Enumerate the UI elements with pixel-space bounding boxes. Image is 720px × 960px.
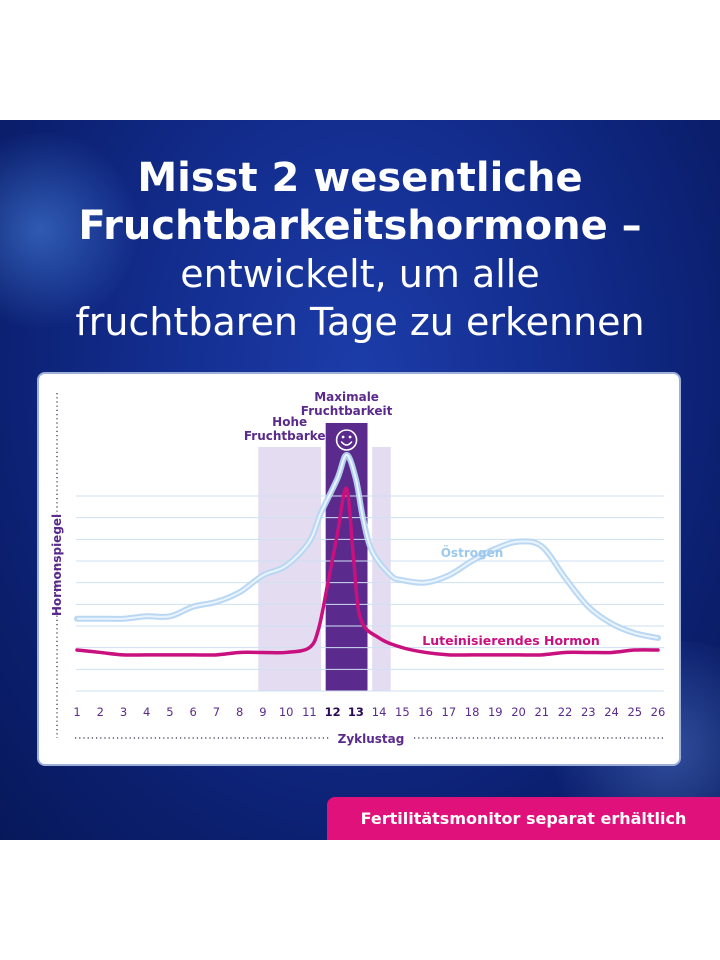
high-zone-label: Hohe	[272, 415, 307, 429]
x-axis-ticks: 1 2 3 4 5 6 7 8 9 10 11 12 13 14 15 16 17 18 19 20 21 22 23 24 2…	[73, 705, 665, 719]
x-tick-label: 19	[488, 705, 503, 719]
high-zone-label: Fruchtbarkeit	[244, 429, 336, 443]
x-tick-label: 9	[259, 705, 266, 719]
oestrogen-series-highlight	[77, 453, 659, 639]
lh-series-line	[75, 486, 660, 657]
smiley-icon	[335, 429, 358, 451]
x-tick-label: 8	[236, 705, 243, 719]
chart-labels: HoheFruchtbarkeitMaximaleFruchtbarkeitÖs…	[50, 390, 600, 746]
x-tick-label: 14	[372, 705, 387, 719]
y-axis-title: Hormonspiegel	[50, 514, 64, 616]
oestrogen-series-label: Östrogen	[441, 545, 504, 560]
x-tick-label: 12	[325, 705, 341, 719]
x-tick-label: 5	[166, 705, 173, 719]
x-tick-label: 3	[120, 705, 127, 719]
x-tick-label: 20	[511, 705, 526, 719]
headline: Misst 2 wesentliche Fruchtbarkeitshormon…	[0, 154, 720, 346]
x-axis-title: Zyklustag	[338, 732, 405, 746]
x-tick-label: 4	[143, 705, 150, 719]
high-fertility-zone	[258, 447, 322, 691]
peak-zone-label: Maximale	[314, 390, 379, 404]
x-tick-label: 2	[97, 705, 104, 719]
x-tick-label: 17	[442, 705, 457, 719]
x-tick-label: 7	[213, 705, 220, 719]
monitor-sold-separately-badge: Fertilitätsmonitor separat erhältlich	[327, 797, 720, 840]
x-tick-label: 22	[558, 705, 573, 719]
smiley-icon-eye	[348, 435, 352, 439]
headline-line-3: entwickelt, um alle	[180, 252, 540, 296]
x-tick-label: 24	[604, 705, 619, 719]
headline-line-1: Misst 2 wesentliche	[137, 155, 583, 201]
headline-line-4: fruchtbaren Tage zu erkennen	[75, 300, 645, 344]
chart-series	[74, 451, 661, 657]
x-tick-label: 11	[302, 705, 317, 719]
chart-axes	[56, 393, 665, 739]
x-tick-label: 6	[190, 705, 197, 719]
x-tick-label: 10	[279, 705, 294, 719]
x-tick-label: 23	[581, 705, 596, 719]
x-tick-label: 13	[348, 705, 364, 719]
x-tick-label: 16	[418, 705, 433, 719]
x-tick-label: 21	[534, 705, 549, 719]
lh-series-label: Luteinisierendes Hormon	[422, 633, 599, 648]
headline-line-2: Fruchtbarkeitshormone –	[78, 203, 642, 249]
x-tick-label: 15	[395, 705, 410, 719]
smiley-icon-mouth	[340, 441, 353, 446]
x-tick-label: 26	[651, 705, 666, 719]
x-tick-label: 18	[465, 705, 480, 719]
fertility-zones	[258, 423, 391, 691]
x-tick-label: 1	[73, 705, 80, 719]
smiley-icon-eye	[341, 435, 345, 439]
x-tick-label: 25	[627, 705, 642, 719]
peak-zone-label: Fruchtbarkeit	[301, 404, 393, 418]
